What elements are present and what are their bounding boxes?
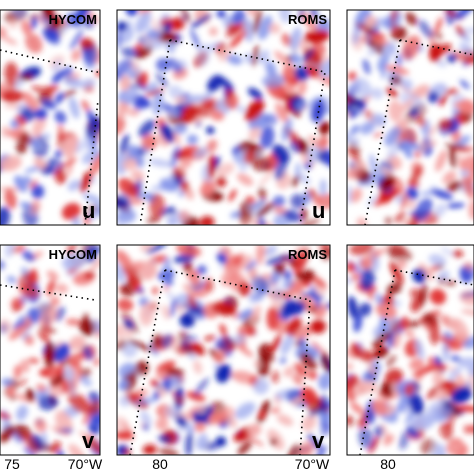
field-map: [347, 10, 474, 225]
panel-frame: [346, 244, 474, 456]
model-label: ROMS: [288, 247, 327, 262]
panel-frame: [0, 9, 101, 226]
x-tick-label: 80: [152, 456, 168, 472]
boundary: [364, 39, 474, 226]
x-tick-label: 70°W: [295, 456, 330, 472]
field-map: [117, 245, 330, 455]
x-tick-label: 75: [4, 456, 20, 472]
panel-frames: [0, 9, 474, 456]
model-label: HYCOM: [49, 12, 97, 27]
boundary: [139, 39, 326, 226]
model-label: HYCOM: [49, 247, 97, 262]
boundary: [359, 269, 474, 456]
field-map: [117, 10, 330, 225]
variable-label: v: [82, 428, 95, 453]
panel-frame: [116, 244, 331, 456]
field-map: [0, 10, 100, 225]
variable-label: u: [82, 198, 95, 223]
boundary: [84, 99, 99, 226]
panel-frame: [0, 244, 101, 456]
boundary: [129, 269, 311, 456]
x-tick-label: 80: [380, 456, 396, 472]
domain-boundaries: [0, 39, 474, 456]
variable-label: v: [312, 428, 325, 453]
model-label: ROMS: [288, 12, 327, 27]
panel-frame: [346, 9, 474, 226]
field-map: [347, 245, 474, 455]
panel-frame: [116, 9, 331, 226]
variable-label: u: [312, 198, 325, 223]
field-map: [0, 245, 100, 455]
x-tick-label: 70°W: [68, 456, 103, 472]
